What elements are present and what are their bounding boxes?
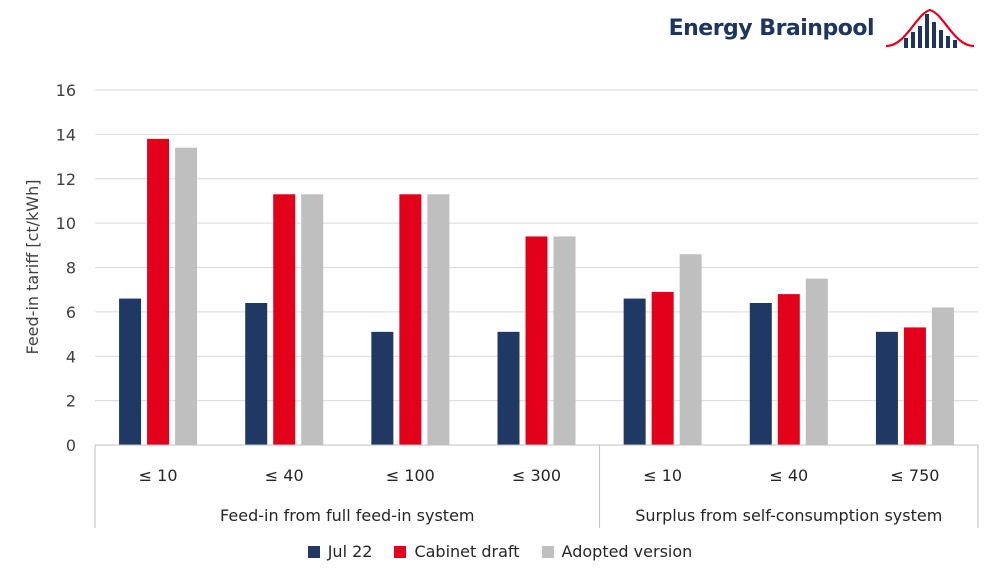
brand-name: Energy Brainpool	[668, 15, 875, 41]
bar-cabinet-draft	[147, 138, 170, 445]
bar-jul-22	[245, 303, 268, 445]
y-tick-label: 12	[56, 170, 76, 189]
legend-item: Jul 22	[307, 542, 373, 561]
bar-chart: 0 2 4 6 8 10 12 14 16 ≤ 10 ≤ 40 ≤ 100 ≤ 300 ≤ 10 ≤ 40…	[23, 81, 979, 528]
chart-legend: Jul 22 Cabinet draft Adopted version	[0, 542, 1000, 561]
brand-header: Energy Brainpool	[669, 6, 976, 50]
x-group-label: Surplus from self-consumption system	[635, 506, 942, 525]
bar-adopted-version	[679, 254, 702, 445]
bar-jul-22	[119, 298, 142, 445]
y-tick-label: 4	[66, 347, 76, 366]
legend-swatch	[394, 545, 407, 558]
x-tick-label: ≤ 750	[890, 466, 939, 485]
bar-cabinet-draft	[273, 194, 296, 445]
legend-item: Adopted version	[541, 542, 693, 561]
bar-adopted-version	[175, 147, 198, 445]
bar-jul-22	[497, 331, 520, 445]
x-group-label: Feed-in from full feed-in system	[220, 506, 474, 525]
bar-jul-22	[371, 331, 394, 445]
x-tick-label: ≤ 10	[643, 466, 682, 485]
x-tick-label: ≤ 10	[139, 466, 178, 485]
y-tick-label: 2	[66, 392, 76, 411]
y-tick-label: 6	[66, 303, 76, 322]
legend-swatch	[307, 545, 320, 558]
y-axis-label: Feed-in tariff [ct/kWh]	[23, 180, 42, 355]
y-tick-label: 16	[56, 81, 76, 100]
bar-jul-22	[749, 303, 772, 445]
bar-cabinet-draft	[777, 294, 800, 445]
y-tick-label: 10	[56, 214, 76, 233]
x-tick-label: ≤ 100	[386, 466, 435, 485]
y-axis-ticks: 0 2 4 6 8 10 12 14 16	[56, 81, 76, 455]
bar-cabinet-draft	[525, 236, 548, 445]
bell-curve-bars-icon	[885, 8, 975, 48]
x-axis: ≤ 10 ≤ 40 ≤ 100 ≤ 300 ≤ 10 ≤ 40 ≤ 750 Feed-in f…	[94, 444, 979, 528]
legend-label: Jul 22	[327, 542, 373, 561]
legend-label: Adopted version	[561, 542, 693, 561]
legend-label: Cabinet draft	[414, 542, 520, 561]
bar-adopted-version	[931, 307, 954, 445]
bar-jul-22	[623, 298, 646, 445]
bar-adopted-version	[805, 278, 828, 445]
bar-cabinet-draft	[651, 291, 674, 445]
bar-cabinet-draft	[399, 194, 422, 445]
y-tick-label: 8	[66, 259, 76, 278]
y-tick-label: 0	[66, 436, 76, 455]
bar-cabinet-draft	[903, 327, 926, 445]
bars	[119, 138, 954, 445]
bar-adopted-version	[301, 194, 324, 445]
x-tick-label: ≤ 300	[512, 466, 561, 485]
legend-swatch	[541, 545, 554, 558]
x-tick-label: ≤ 40	[265, 466, 304, 485]
bar-jul-22	[875, 331, 898, 445]
bar-adopted-version	[427, 194, 450, 445]
bar-adopted-version	[553, 236, 576, 445]
y-tick-label: 14	[56, 125, 76, 144]
x-tick-label: ≤ 40	[769, 466, 808, 485]
legend-item: Cabinet draft	[394, 542, 520, 561]
